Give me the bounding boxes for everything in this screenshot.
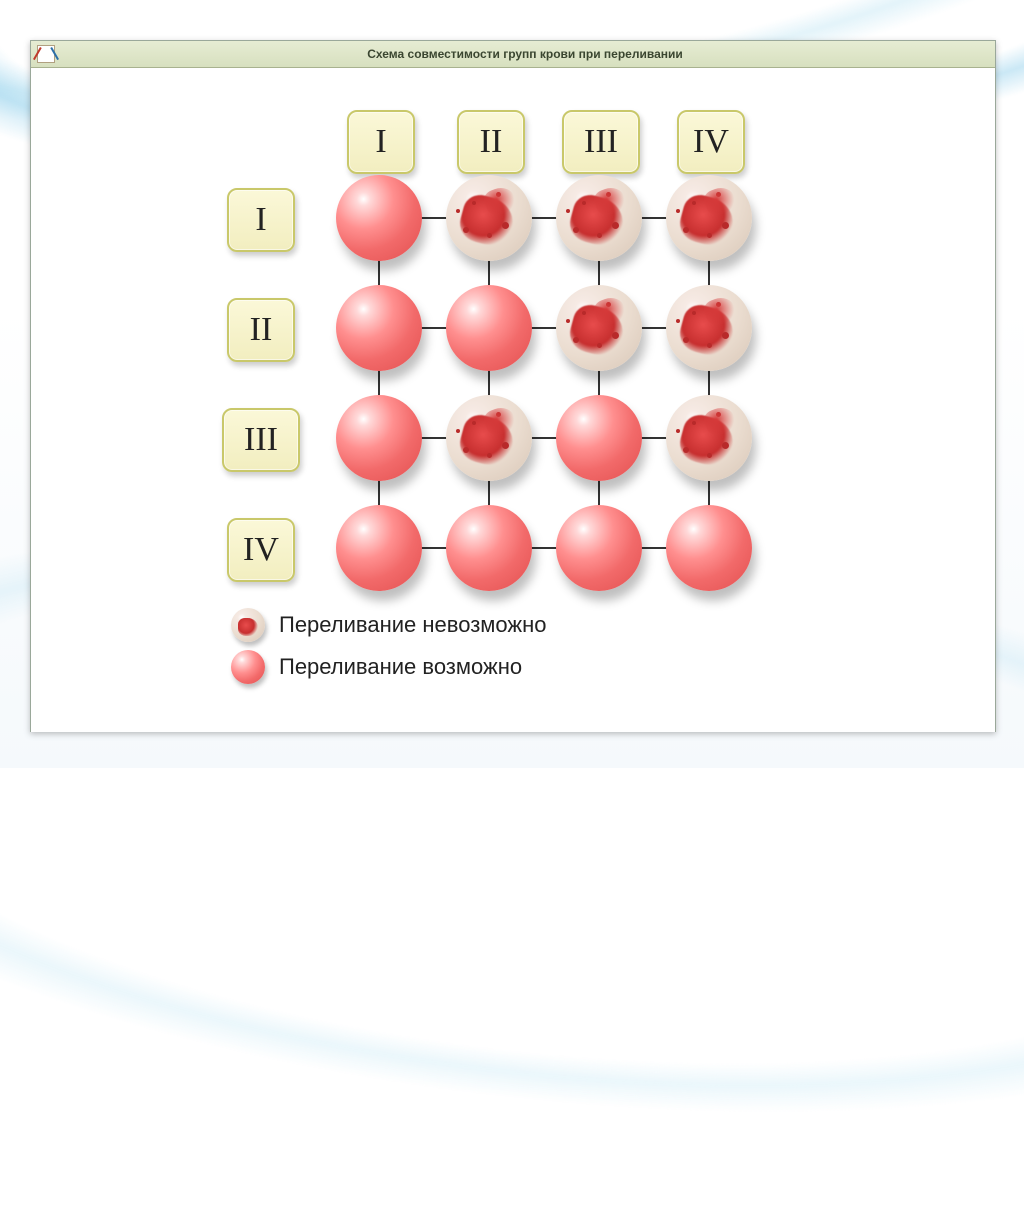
grid-line-h (379, 547, 709, 549)
legend-item-incompat: Переливание невозможно (231, 608, 547, 642)
titlebar: Схема совместимости групп крови при пере… (31, 41, 995, 68)
incompat-cell (666, 395, 752, 481)
blood-clot-icon (231, 608, 265, 642)
compat-cell (336, 285, 422, 371)
incompat-cell (446, 175, 532, 261)
row-label: III (222, 408, 300, 472)
compat-cell (556, 505, 642, 591)
compat-cell (556, 395, 642, 481)
blood-cell-icon (231, 650, 265, 684)
grid-line-v (488, 218, 490, 548)
grid-line-v (598, 218, 600, 548)
legend-item-compat: Переливание возможно (231, 650, 547, 684)
legend-label: Переливание невозможно (279, 612, 547, 638)
grid-line-h (379, 217, 709, 219)
compat-cell (336, 505, 422, 591)
legend-label: Переливание возможно (279, 654, 522, 680)
grid-line-v (378, 218, 380, 548)
incompat-cell (556, 285, 642, 371)
row-label: I (227, 188, 295, 252)
grid-line-h (379, 327, 709, 329)
column-label: III (562, 110, 640, 174)
window-title: Схема совместимости групп крови при пере… (61, 47, 989, 61)
column-label: IV (677, 110, 745, 174)
incompat-cell (446, 395, 532, 481)
grid-line-h (379, 437, 709, 439)
app-icon (37, 45, 55, 63)
column-label: II (457, 110, 525, 174)
incompat-cell (556, 175, 642, 261)
incompat-cell (666, 285, 752, 371)
content-area: IIIIIIIVIIIIIIIV Переливание невозможно … (31, 68, 995, 732)
compat-cell (336, 395, 422, 481)
column-label: I (347, 110, 415, 174)
legend: Переливание невозможно Переливание возмо… (231, 608, 547, 692)
compat-cell (446, 505, 532, 591)
row-label: IV (227, 518, 295, 582)
incompat-cell (666, 175, 752, 261)
grid-line-v (708, 218, 710, 548)
compat-cell (666, 505, 752, 591)
app-window: Схема совместимости групп крови при пере… (30, 40, 996, 732)
compat-cell (336, 175, 422, 261)
compat-cell (446, 285, 532, 371)
row-label: II (227, 298, 295, 362)
